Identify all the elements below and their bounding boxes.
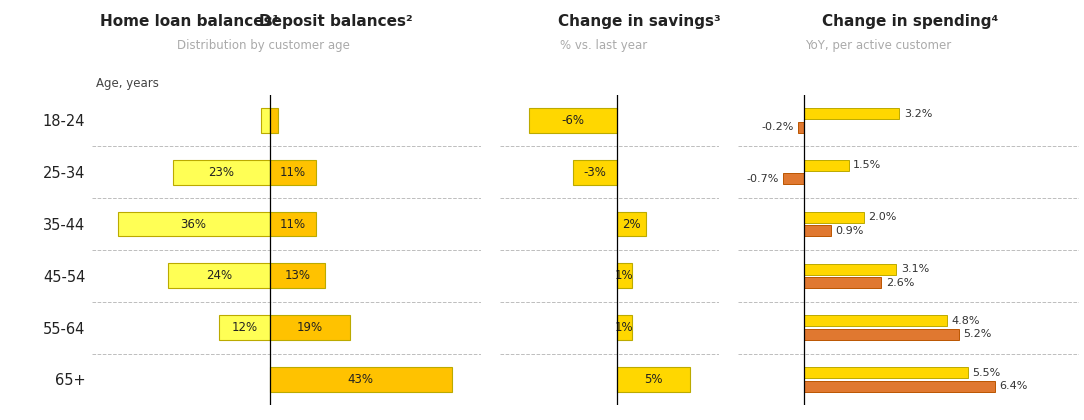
Bar bbox=[798, 122, 804, 133]
Text: 36%: 36% bbox=[181, 218, 207, 231]
Bar bbox=[573, 160, 617, 185]
Text: 12%: 12% bbox=[231, 321, 258, 334]
Text: Age, years: Age, years bbox=[96, 77, 159, 90]
Bar bbox=[804, 381, 995, 391]
Bar bbox=[804, 225, 830, 236]
Text: 0.9%: 0.9% bbox=[835, 226, 864, 236]
Bar bbox=[270, 367, 452, 392]
Bar bbox=[804, 108, 900, 119]
Text: 1%: 1% bbox=[615, 321, 633, 334]
Text: 11%: 11% bbox=[280, 166, 306, 178]
Bar bbox=[270, 315, 350, 340]
Text: 5.2%: 5.2% bbox=[964, 329, 992, 339]
Bar bbox=[270, 160, 317, 185]
Text: 24%: 24% bbox=[206, 269, 232, 282]
Bar bbox=[804, 315, 947, 326]
Text: Distribution by customer age: Distribution by customer age bbox=[177, 39, 350, 52]
Text: 6.4%: 6.4% bbox=[999, 381, 1028, 391]
Text: Change in savings³: Change in savings³ bbox=[558, 14, 721, 29]
Text: -0.7%: -0.7% bbox=[746, 174, 778, 184]
Bar bbox=[617, 367, 689, 392]
Text: YoY, per active customer: YoY, per active customer bbox=[805, 39, 951, 52]
Bar bbox=[270, 263, 325, 288]
Bar bbox=[804, 277, 881, 288]
Text: 2%: 2% bbox=[622, 218, 641, 231]
Text: -3%: -3% bbox=[583, 166, 607, 178]
Bar bbox=[117, 212, 270, 236]
Text: 23%: 23% bbox=[208, 166, 234, 178]
Text: Deposit balances²: Deposit balances² bbox=[259, 14, 413, 29]
Bar bbox=[804, 264, 896, 275]
Bar bbox=[529, 108, 617, 133]
Bar bbox=[617, 315, 632, 340]
Bar bbox=[172, 160, 270, 185]
Text: 19%: 19% bbox=[297, 321, 323, 334]
Bar bbox=[261, 108, 270, 133]
Text: 5.5%: 5.5% bbox=[972, 368, 1001, 378]
Text: -6%: -6% bbox=[562, 114, 584, 127]
Bar bbox=[804, 212, 864, 223]
Bar bbox=[804, 367, 968, 378]
Bar bbox=[804, 160, 849, 171]
Bar bbox=[617, 212, 646, 236]
Text: Home loan balances¹: Home loan balances¹ bbox=[100, 14, 280, 29]
Text: 3.2%: 3.2% bbox=[904, 109, 932, 119]
Text: 1.5%: 1.5% bbox=[853, 160, 881, 171]
Text: 3.1%: 3.1% bbox=[901, 264, 929, 274]
Bar bbox=[219, 315, 270, 340]
Text: 43%: 43% bbox=[348, 373, 374, 386]
Text: 1%: 1% bbox=[615, 269, 633, 282]
Bar bbox=[617, 263, 632, 288]
Text: 5%: 5% bbox=[644, 373, 662, 386]
Text: 11%: 11% bbox=[280, 218, 306, 231]
Bar bbox=[270, 212, 317, 236]
Text: 2.0%: 2.0% bbox=[868, 212, 896, 222]
Bar bbox=[270, 108, 279, 133]
Bar bbox=[168, 263, 270, 288]
Text: 4.8%: 4.8% bbox=[952, 316, 980, 326]
Text: -0.2%: -0.2% bbox=[761, 122, 793, 132]
Text: 13%: 13% bbox=[284, 269, 310, 282]
Bar bbox=[783, 173, 804, 184]
Bar bbox=[804, 329, 959, 340]
Text: Change in spending⁴: Change in spending⁴ bbox=[823, 14, 998, 29]
Text: 2.6%: 2.6% bbox=[886, 278, 914, 288]
Text: % vs. last year: % vs. last year bbox=[560, 39, 647, 52]
